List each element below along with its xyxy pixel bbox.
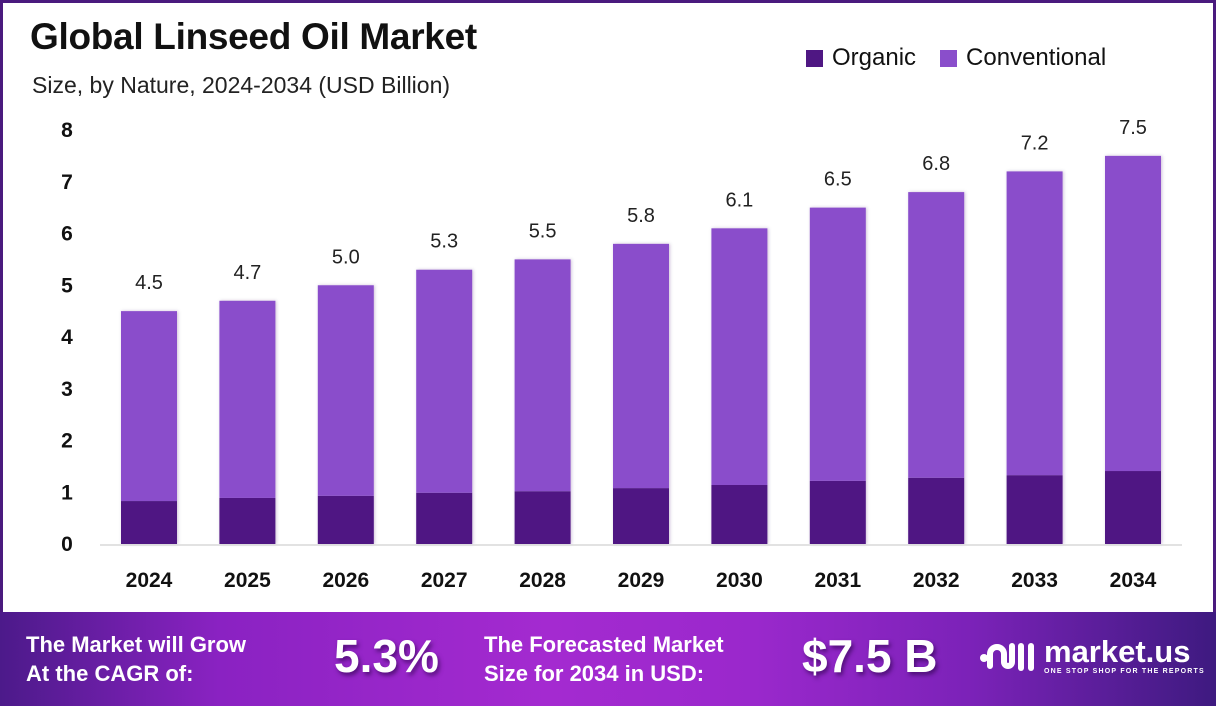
market-us-logo[interactable]: market.us ONE STOP SHOP FOR THE REPORTS: [978, 636, 1205, 676]
value-labels: 4.5 4.7 5.0 5.3 5.5 5.8 6.1 6.5 6.8 7.2 7.5: [135, 117, 1147, 294]
bar-conventional-2030: [711, 228, 768, 486]
bar-organic-2034: [1105, 471, 1161, 544]
bars: [121, 155, 1161, 544]
bar-group-2029: [613, 243, 669, 544]
y-tick-label: 3: [61, 378, 73, 401]
legend-item-conventional: Conventional: [940, 44, 1106, 72]
y-tick-label: 8: [61, 119, 73, 142]
total-value-label: 6.8: [922, 153, 950, 175]
total-value-label: 4.5: [135, 272, 163, 294]
chart-title: Global Linseed Oil Market: [30, 16, 477, 57]
bar-conventional-2024: [121, 311, 177, 502]
cagr-value: 5.3%: [334, 630, 439, 682]
x-tick-label: 2031: [814, 569, 861, 592]
logo-name: market.us: [1044, 634, 1191, 669]
bar-organic-2029: [613, 488, 669, 544]
bar-organic-2025: [219, 497, 276, 544]
total-value-label: 6.1: [725, 189, 753, 211]
total-value-label: 5.8: [627, 205, 655, 227]
bar-group-2032: [908, 192, 965, 544]
bar-group-2034: [1105, 155, 1161, 544]
legend-label-conventional: Conventional: [966, 44, 1107, 71]
legend-swatch-conventional: [940, 49, 958, 67]
bar-conventional-2034: [1105, 155, 1161, 472]
forecast-value: $7.5 B: [802, 630, 938, 682]
bar-organic-2026: [317, 495, 374, 544]
total-value-label: 5.0: [332, 246, 360, 268]
x-tick-label: 2029: [618, 569, 665, 592]
total-value-label: 6.5: [824, 169, 852, 191]
bar-conventional-2026: [317, 285, 374, 496]
bar-group-2033: [1006, 171, 1063, 544]
bar-group-2027: [416, 269, 473, 544]
logo-tagline: ONE STOP SHOP FOR THE REPORTS: [1044, 668, 1205, 675]
bar-organic-2024: [121, 501, 177, 544]
bar-organic-2031: [809, 480, 866, 544]
total-value-label: 4.7: [233, 262, 261, 284]
forecast-text-line1: The Forecasted Market: [484, 632, 724, 657]
bar-group-2031: [809, 207, 866, 544]
cagr-text: The Market will Grow At the CAGR of:: [26, 630, 246, 688]
y-axis: 0 1 2 3 4 5 6 7 8: [61, 119, 73, 556]
total-value-label: 7.5: [1119, 117, 1147, 139]
bar-organic-2030: [711, 485, 768, 544]
x-tick-label: 2027: [421, 569, 468, 592]
cagr-text-line2: At the CAGR of:: [26, 661, 194, 686]
legend-item-organic: Organic: [806, 44, 916, 72]
bar-conventional-2027: [416, 269, 473, 493]
y-tick-label: 7: [61, 171, 73, 194]
x-tick-label: 2024: [126, 569, 173, 592]
y-tick-label: 0: [61, 533, 73, 556]
y-tick-label: 4: [61, 326, 73, 349]
bar-conventional-2028: [514, 259, 571, 492]
x-tick-label: 2030: [716, 569, 763, 592]
legend-swatch-organic: [806, 49, 823, 67]
y-tick-label: 1: [61, 481, 73, 504]
x-tick-label: 2026: [322, 569, 369, 592]
total-value-label: 5.3: [430, 231, 458, 253]
bar-group-2030: [711, 228, 768, 544]
x-tick-label: 2032: [913, 569, 960, 592]
bar-conventional-2033: [1006, 171, 1063, 476]
bar-organic-2032: [908, 477, 965, 544]
bar-group-2026: [317, 285, 374, 544]
bar-conventional-2029: [613, 243, 669, 489]
legend: Organic Conventional: [806, 44, 1120, 72]
total-value-label: 7.2: [1021, 132, 1049, 154]
bar-group-2024: [121, 311, 177, 544]
x-tick-label: 2025: [224, 569, 271, 592]
bar-organic-2033: [1006, 475, 1063, 544]
bar-group-2025: [219, 300, 276, 544]
market-us-logo-icon: [980, 643, 1034, 671]
bar-group-2028: [514, 259, 571, 544]
bar-organic-2028: [514, 491, 571, 544]
cagr-text-line1: The Market will Grow: [26, 632, 247, 657]
y-tick-label: 6: [61, 223, 73, 246]
bar-conventional-2032: [908, 192, 965, 478]
forecast-text-line2: Size for 2034 in USD:: [484, 661, 705, 686]
x-tick-label: 2034: [1110, 569, 1157, 592]
bar-conventional-2031: [809, 207, 866, 481]
x-tick-label: 2028: [519, 569, 566, 592]
y-tick-label: 2: [61, 430, 73, 453]
bar-organic-2027: [416, 492, 473, 544]
chart-subtitle: Size, by Nature, 2024-2034 (USD Billion): [32, 72, 451, 98]
forecast-text: The Forecasted Market Size for 2034 in U…: [484, 630, 724, 688]
y-tick-label: 5: [61, 274, 73, 297]
total-value-label: 5.5: [529, 220, 557, 242]
bar-conventional-2025: [219, 300, 276, 498]
summary-banner: The Market will Grow At the CAGR of: 5.3…: [0, 612, 1216, 706]
x-axis: 2024 2025 2026 2027 2028 2029 2030 2031 2032 2033…: [126, 569, 1157, 592]
x-tick-label: 2033: [1011, 569, 1058, 592]
legend-label-organic: Organic: [832, 44, 917, 71]
